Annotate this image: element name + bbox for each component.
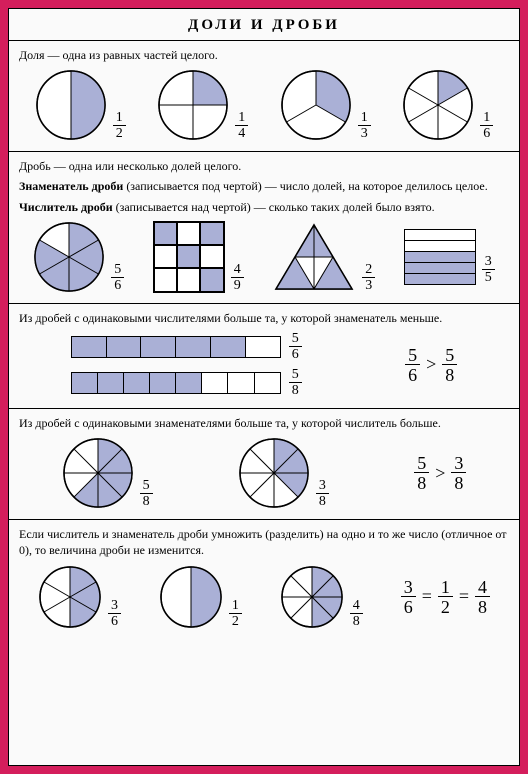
- pie-icon: [159, 565, 223, 629]
- op-gt2: >: [435, 463, 445, 484]
- bar-5-6: 56: [71, 332, 302, 362]
- pie-icon: [35, 69, 107, 141]
- frac-5-6: 56: [111, 263, 124, 293]
- page: ДОЛИ И ДРОБИ Доля — одна из равных часте…: [8, 8, 520, 766]
- drob-t3b: (записывается над чертой) — сколько таки…: [113, 200, 435, 214]
- grid-icon: [153, 221, 225, 293]
- pie-icon: [280, 69, 352, 141]
- drob-t3: Числитель дроби (записывается над чертой…: [19, 199, 509, 215]
- rect-3-5: 35: [404, 229, 495, 285]
- dolya-item: 12: [35, 69, 126, 141]
- rect-icon: [404, 229, 476, 285]
- bar-5-8: 58: [71, 368, 302, 398]
- pie-icon: [280, 565, 344, 629]
- frac: 13: [358, 111, 371, 141]
- cmp-den-row: 58 38 58 > 38: [19, 437, 509, 509]
- pie-icon: [238, 437, 310, 509]
- grid-4-9: 49: [153, 221, 244, 293]
- dolya-item: 16: [402, 69, 493, 141]
- page-title: ДОЛИ И ДРОБИ: [9, 9, 519, 40]
- section-drob: Дробь — одна или несколько долей целого.…: [9, 151, 519, 303]
- section-dolya: Доля — одна из равных частей целого. 121…: [9, 40, 519, 151]
- op-eq: =: [422, 586, 432, 607]
- section-equiv: Если числитель и знаменатель дроби умнож…: [9, 519, 519, 638]
- pie-icon: [38, 565, 102, 629]
- drob-t3a: Числитель дроби: [19, 200, 113, 214]
- frac-5-6b: 56: [289, 332, 302, 362]
- section-cmp-den: Из дробей с одинаковыми знаменателями бо…: [9, 408, 519, 519]
- pie-3-6: 36: [38, 565, 121, 629]
- cmp-num-text: Из дробей с одинаковыми числителями боль…: [19, 310, 509, 326]
- dolya-item: 14: [157, 69, 248, 141]
- pie-3-8: 38: [238, 437, 329, 509]
- frac: 16: [480, 111, 493, 141]
- drob-t1: Дробь — одна или несколько долей целого.: [19, 158, 509, 174]
- frac-3-5: 35: [482, 255, 495, 285]
- frac: 14: [235, 111, 248, 141]
- frac-5-8b: 58: [289, 368, 302, 398]
- equiv-text: Если числитель и знаменатель дроби умнож…: [19, 526, 509, 558]
- bar-icon: [71, 372, 281, 394]
- dolya-item: 13: [280, 69, 371, 141]
- bar-icon: [71, 336, 281, 358]
- frac-4-8: 48: [350, 599, 363, 629]
- frac-1-2: 12: [229, 599, 242, 629]
- pie-1-2: 12: [159, 565, 242, 629]
- drob-row: 56 49 23 35: [19, 221, 509, 293]
- cmp-5-8-3-8: 58 > 38: [414, 454, 466, 492]
- pie-icon: [33, 221, 105, 293]
- cmp-num-row: 56 58 56 > 58: [19, 332, 509, 398]
- pie-icon: [402, 69, 474, 141]
- frac-4-9: 49: [231, 263, 244, 293]
- frac-5-8c: 58: [140, 479, 153, 509]
- pie-5-8: 58: [62, 437, 153, 509]
- frac-3-8c: 38: [316, 479, 329, 509]
- drob-t2a: Знаменатель дроби: [19, 179, 123, 193]
- section-cmp-num: Из дробей с одинаковыми числителями боль…: [9, 303, 519, 408]
- pie-icon: [157, 69, 229, 141]
- triangle-2-3: 23: [272, 221, 375, 293]
- frac-3-6: 36: [108, 599, 121, 629]
- equiv-row: 36 12 48 36 = 12 = 48: [19, 565, 509, 629]
- drob-t2: Знаменатель дроби (записывается под черт…: [19, 178, 509, 194]
- triangle-icon: [272, 221, 356, 293]
- equiv-eq: 36 = 12 = 48: [401, 578, 490, 616]
- drob-t2b: (записывается под чертой) — число долей,…: [123, 179, 487, 193]
- cmp-den-text: Из дробей с одинаковыми знаменателями бо…: [19, 415, 509, 431]
- op-gt: >: [426, 354, 436, 375]
- pie-icon: [62, 437, 134, 509]
- bars: 56 58: [71, 332, 302, 398]
- frac: 12: [113, 111, 126, 141]
- frac-2-3: 23: [362, 263, 375, 293]
- dolya-row: 12 14 13 16: [19, 69, 509, 141]
- cmp-5-6-5-8: 56 > 58: [405, 346, 457, 384]
- pie-5-6: 56: [33, 221, 124, 293]
- dolya-text: Доля — одна из равных частей целого.: [19, 47, 509, 63]
- pie-4-8: 48: [280, 565, 363, 629]
- op-eq2: =: [459, 586, 469, 607]
